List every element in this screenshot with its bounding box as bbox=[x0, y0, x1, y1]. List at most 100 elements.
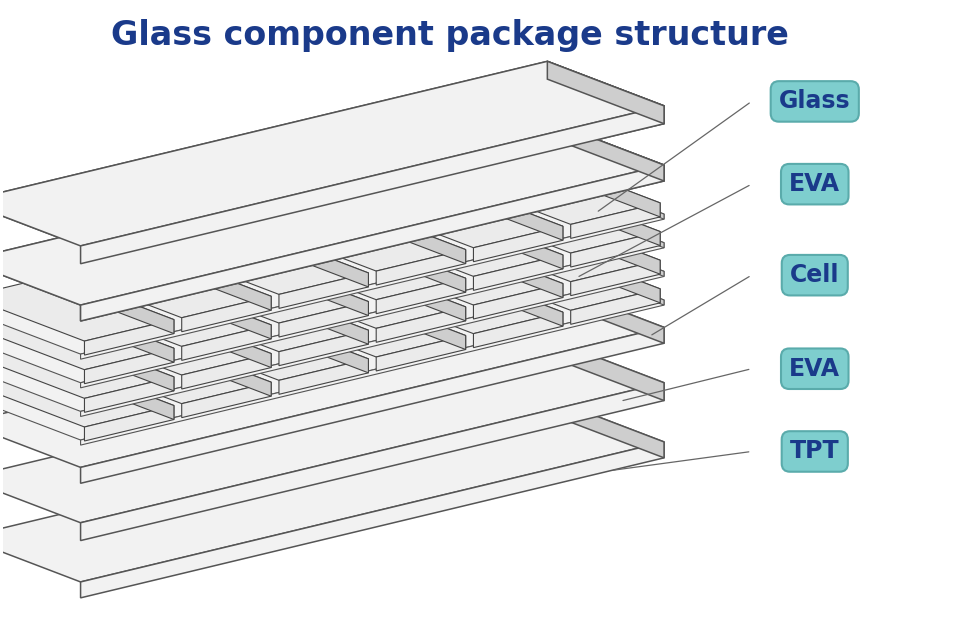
Polygon shape bbox=[0, 338, 663, 523]
Polygon shape bbox=[278, 330, 368, 366]
Polygon shape bbox=[154, 281, 271, 339]
Polygon shape bbox=[58, 304, 174, 362]
Polygon shape bbox=[473, 284, 563, 319]
Polygon shape bbox=[543, 245, 659, 303]
Polygon shape bbox=[0, 283, 663, 467]
Polygon shape bbox=[80, 383, 663, 541]
Polygon shape bbox=[547, 121, 663, 181]
Polygon shape bbox=[349, 205, 465, 264]
Polygon shape bbox=[446, 211, 563, 269]
Polygon shape bbox=[453, 216, 659, 282]
Polygon shape bbox=[64, 338, 271, 404]
Text: EVA: EVA bbox=[788, 172, 839, 196]
Polygon shape bbox=[0, 333, 174, 398]
Polygon shape bbox=[0, 227, 663, 412]
Polygon shape bbox=[571, 289, 659, 324]
Polygon shape bbox=[547, 397, 663, 458]
Polygon shape bbox=[357, 239, 563, 305]
Polygon shape bbox=[80, 272, 663, 417]
Text: TPT: TPT bbox=[789, 440, 838, 464]
Polygon shape bbox=[349, 234, 465, 292]
Polygon shape bbox=[453, 159, 659, 225]
Polygon shape bbox=[473, 312, 563, 348]
Polygon shape bbox=[543, 216, 659, 274]
Polygon shape bbox=[162, 257, 368, 323]
Polygon shape bbox=[0, 121, 663, 305]
Polygon shape bbox=[0, 121, 663, 305]
Text: Glass: Glass bbox=[778, 89, 850, 114]
Polygon shape bbox=[473, 255, 563, 290]
Polygon shape bbox=[84, 406, 174, 441]
Polygon shape bbox=[547, 227, 663, 277]
Polygon shape bbox=[571, 203, 659, 238]
Polygon shape bbox=[571, 260, 659, 296]
Polygon shape bbox=[80, 165, 663, 321]
Polygon shape bbox=[251, 229, 368, 287]
Polygon shape bbox=[446, 268, 563, 326]
Polygon shape bbox=[80, 327, 663, 483]
Polygon shape bbox=[0, 62, 663, 246]
Polygon shape bbox=[58, 361, 174, 419]
Polygon shape bbox=[58, 333, 174, 391]
Polygon shape bbox=[251, 286, 368, 344]
Polygon shape bbox=[154, 309, 271, 368]
Polygon shape bbox=[154, 252, 271, 310]
Polygon shape bbox=[182, 382, 271, 418]
Polygon shape bbox=[58, 275, 174, 334]
Polygon shape bbox=[80, 165, 663, 321]
Polygon shape bbox=[0, 304, 174, 370]
Polygon shape bbox=[84, 348, 174, 384]
Polygon shape bbox=[162, 286, 368, 352]
Polygon shape bbox=[259, 234, 465, 300]
Text: EVA: EVA bbox=[788, 357, 839, 381]
Polygon shape bbox=[182, 296, 271, 332]
Polygon shape bbox=[547, 256, 663, 305]
Polygon shape bbox=[547, 121, 663, 181]
Polygon shape bbox=[0, 169, 663, 354]
Polygon shape bbox=[182, 325, 271, 360]
Polygon shape bbox=[259, 205, 465, 271]
Polygon shape bbox=[64, 309, 271, 375]
Polygon shape bbox=[453, 245, 659, 310]
Polygon shape bbox=[547, 198, 663, 248]
Polygon shape bbox=[376, 278, 465, 314]
Polygon shape bbox=[80, 442, 663, 598]
Polygon shape bbox=[547, 338, 663, 401]
Polygon shape bbox=[446, 239, 563, 297]
Polygon shape bbox=[80, 106, 663, 264]
Polygon shape bbox=[259, 291, 465, 357]
Polygon shape bbox=[64, 252, 271, 318]
Polygon shape bbox=[349, 291, 465, 349]
Polygon shape bbox=[80, 243, 663, 388]
Text: Glass component package structure: Glass component package structure bbox=[111, 19, 788, 52]
Polygon shape bbox=[80, 300, 663, 445]
Polygon shape bbox=[64, 281, 271, 347]
Polygon shape bbox=[376, 307, 465, 342]
Polygon shape bbox=[357, 182, 563, 248]
Polygon shape bbox=[0, 397, 663, 582]
Polygon shape bbox=[473, 226, 563, 262]
Polygon shape bbox=[259, 263, 465, 328]
Polygon shape bbox=[453, 187, 659, 253]
Polygon shape bbox=[446, 182, 563, 240]
Polygon shape bbox=[182, 354, 271, 389]
Polygon shape bbox=[547, 62, 663, 124]
Polygon shape bbox=[376, 250, 465, 285]
Polygon shape bbox=[547, 283, 663, 343]
Polygon shape bbox=[357, 268, 563, 334]
Polygon shape bbox=[0, 361, 174, 427]
Polygon shape bbox=[357, 211, 563, 276]
Polygon shape bbox=[84, 377, 174, 412]
Polygon shape bbox=[543, 159, 659, 217]
Polygon shape bbox=[547, 169, 663, 219]
Text: Cell: Cell bbox=[789, 263, 838, 287]
Polygon shape bbox=[278, 302, 368, 337]
Polygon shape bbox=[162, 229, 368, 295]
Polygon shape bbox=[154, 338, 271, 396]
Polygon shape bbox=[80, 106, 663, 264]
Polygon shape bbox=[278, 359, 368, 394]
Polygon shape bbox=[0, 198, 663, 383]
Polygon shape bbox=[251, 257, 368, 316]
Polygon shape bbox=[543, 187, 659, 245]
Polygon shape bbox=[278, 273, 368, 308]
